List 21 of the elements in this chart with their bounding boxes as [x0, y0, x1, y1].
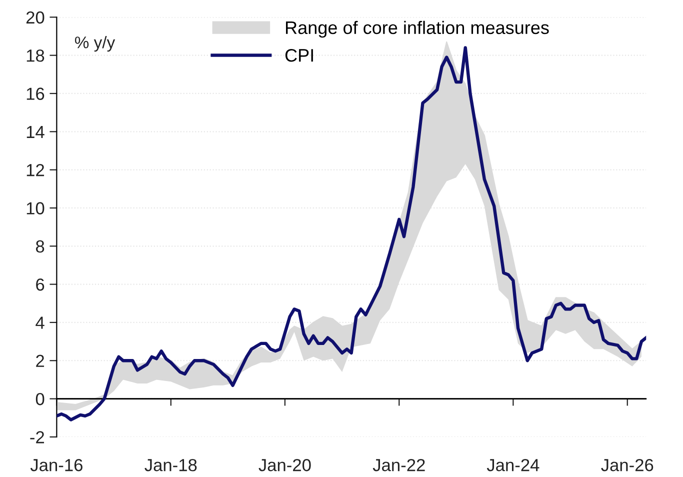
x-tick-label: Jan-18 [144, 458, 197, 472]
y-axis-title: % y/y [74, 36, 116, 52]
y-tick-label: 6 [36, 278, 44, 291]
y-tick-label: -2 [30, 431, 44, 444]
legend-label: CPI [285, 48, 313, 62]
y-tick-label: 18 [26, 50, 44, 62]
x-tick-label: Jan-22 [372, 458, 425, 472]
y-tick-label: 14 [26, 126, 44, 138]
y-tick-label: 0 [36, 392, 44, 406]
y-tick-label: 2 [36, 354, 44, 367]
y-tick-label: 12 [26, 164, 44, 176]
x-tick-label: Jan-24 [486, 458, 540, 472]
y-tick-label: 16 [26, 88, 44, 100]
y-tick-label: 10 [26, 202, 44, 214]
x-tick-label: Jan-26 [601, 458, 654, 472]
legend-label: Range of core inflation measures [286, 20, 549, 38]
y-tick-label: 8 [36, 240, 44, 253]
x-tick-label: Jan-16 [30, 458, 82, 472]
y-tick-label: 20 [26, 11, 44, 24]
x-tick-label: Jan-20 [258, 458, 311, 472]
y-tick-label: 4 [36, 316, 44, 329]
